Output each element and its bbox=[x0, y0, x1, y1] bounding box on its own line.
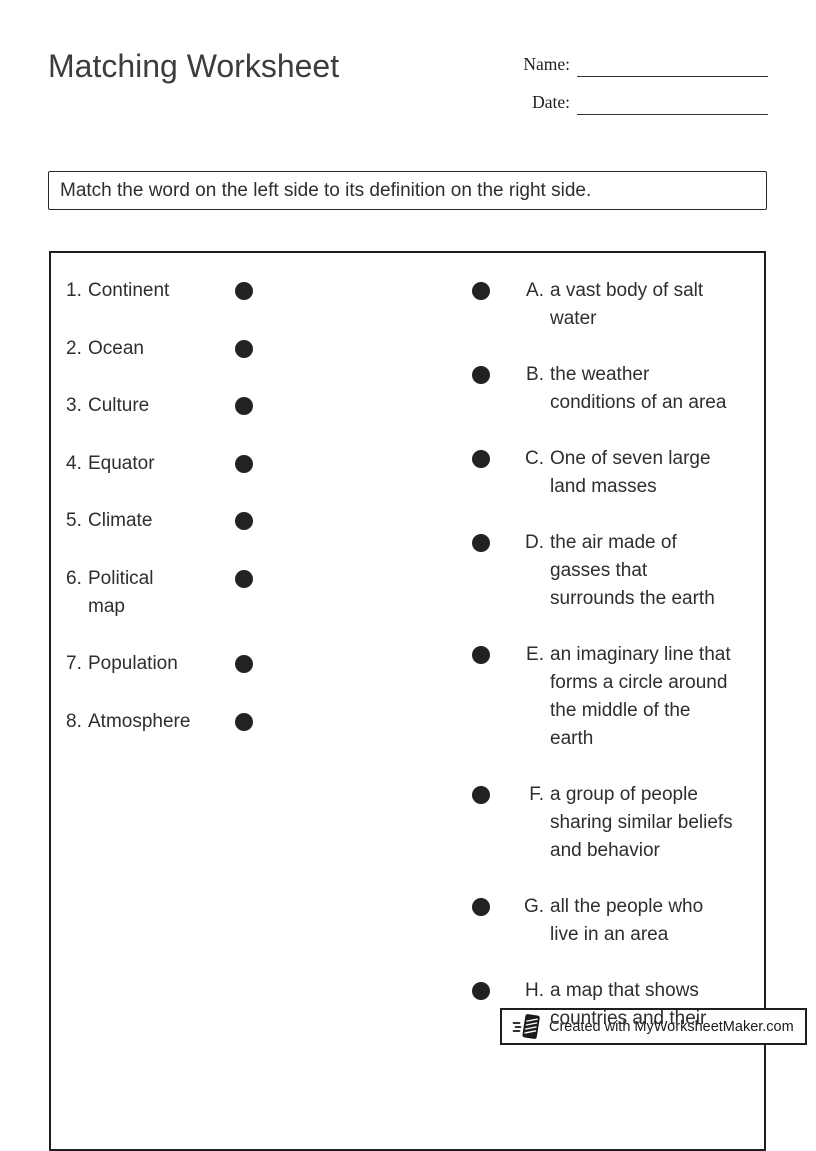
item-letter: G. bbox=[523, 896, 544, 917]
definition-text-line: gasses that bbox=[550, 560, 648, 581]
words-column: 1. Continent 2. Ocean 3. Culture 4. Equator 5. Cl… bbox=[66, 277, 316, 765]
word-text-line: Ocean bbox=[88, 337, 144, 359]
definition-text-line: water bbox=[550, 308, 597, 329]
item-number: 4. bbox=[66, 452, 82, 474]
word-text-line: map bbox=[88, 595, 125, 617]
item-letter: D. bbox=[525, 532, 544, 553]
definition-text-line: One of seven large bbox=[550, 448, 711, 469]
item-number: 2. bbox=[66, 337, 82, 359]
word-item-4: 4. Equator bbox=[66, 450, 316, 478]
definition-text-line: surrounds the earth bbox=[550, 588, 715, 609]
match-dot-icon bbox=[472, 982, 490, 1000]
definition-text-line: forms a circle around bbox=[550, 672, 728, 693]
definition-item-b: B. the weather conditions of an area bbox=[472, 361, 764, 417]
word-item-2: 2. Ocean bbox=[66, 335, 316, 363]
date-field-row: Date: bbox=[480, 90, 768, 115]
word-text-line: Atmosphere bbox=[88, 710, 191, 732]
item-number: 1. bbox=[66, 280, 82, 301]
definition-text-line: the weather bbox=[550, 364, 650, 385]
item-number: 7. bbox=[66, 653, 82, 674]
word-text-line: Continent bbox=[88, 280, 170, 301]
definition-text-line: land masses bbox=[550, 476, 657, 497]
credit-box: Created with MyWorksheetMaker.com bbox=[500, 1008, 807, 1045]
word-item-8: 8. Atmosphere bbox=[66, 708, 316, 736]
definition-text-line: and behavior bbox=[550, 840, 660, 861]
page-title: Matching Worksheet bbox=[48, 48, 340, 84]
match-dot-icon bbox=[472, 366, 490, 384]
definition-item-c: C. One of seven large land masses bbox=[472, 445, 764, 501]
definition-item-a: A. a vast body of salt water bbox=[472, 277, 764, 333]
definition-item-h: H. a map that shows countries and their bbox=[472, 977, 764, 1033]
definition-text-line: live in an area bbox=[550, 924, 669, 945]
definition-item-e: E. an imaginary line that forms a circle a… bbox=[472, 641, 764, 753]
item-letter: F. bbox=[529, 784, 544, 805]
credit-text: Created with MyWorksheetMaker.com bbox=[549, 1018, 794, 1035]
item-number: 3. bbox=[66, 395, 82, 416]
match-dot-icon bbox=[472, 282, 490, 300]
word-text-line: Climate bbox=[88, 510, 153, 531]
item-letter: C. bbox=[525, 448, 544, 469]
name-blank-line bbox=[577, 52, 768, 77]
definition-text-line: earth bbox=[550, 728, 594, 749]
definition-text-line: a vast body of salt bbox=[550, 280, 704, 301]
definition-text-line: conditions of an area bbox=[550, 392, 727, 413]
name-field-row: Name: bbox=[480, 52, 768, 77]
match-dot-icon bbox=[472, 786, 490, 804]
word-item-7: 7. Population bbox=[66, 650, 316, 678]
match-dot-icon bbox=[472, 450, 490, 468]
date-blank-line bbox=[577, 90, 768, 115]
match-dot-icon bbox=[235, 712, 253, 731]
definition-text-line: all the people who bbox=[550, 896, 704, 917]
definition-text-line: a group of people bbox=[550, 784, 698, 805]
item-number: 8. bbox=[66, 710, 82, 732]
definition-item-g: G. all the people who live in an area bbox=[472, 893, 764, 949]
item-letter: A. bbox=[526, 280, 544, 301]
name-label: Name: bbox=[523, 54, 570, 74]
word-item-1: 1. Continent bbox=[66, 277, 316, 305]
match-dot-icon bbox=[235, 282, 253, 300]
definition-text-line: sharing similar beliefs bbox=[550, 812, 733, 833]
match-dot-icon bbox=[235, 655, 253, 673]
flying-worksheet-icon bbox=[512, 1013, 542, 1041]
match-dot-icon bbox=[235, 454, 253, 473]
definition-item-f: F. a group of people sharing similar belie… bbox=[472, 781, 764, 865]
item-letter: H. bbox=[525, 980, 544, 1001]
match-dot-icon bbox=[235, 512, 253, 530]
definition-text-line: an imaginary line that bbox=[550, 644, 731, 665]
word-text-line: Population bbox=[88, 653, 178, 674]
definition-text-line: a map that shows bbox=[550, 980, 699, 1001]
date-label: Date: bbox=[532, 92, 570, 112]
word-item-3: 3. Culture bbox=[66, 392, 316, 420]
match-dot-icon bbox=[235, 397, 253, 415]
matching-area: 1. Continent 2. Ocean 3. Culture 4. Equator 5. Cl… bbox=[49, 251, 766, 1151]
match-dot-icon bbox=[235, 569, 253, 588]
definition-text-line: the air made of bbox=[550, 532, 677, 553]
instruction-box: Match the word on the left side to its d… bbox=[48, 171, 767, 210]
word-text-line: Equator bbox=[88, 452, 155, 474]
instruction-text: Match the word on the left side to its d… bbox=[60, 179, 592, 201]
definition-text-line: countries and their bbox=[550, 1008, 707, 1029]
definitions-column: A. a vast body of salt water B. the weather c… bbox=[472, 277, 764, 1061]
match-dot-icon bbox=[472, 898, 490, 916]
word-item-5: 5. Climate bbox=[66, 507, 316, 535]
match-dot-icon bbox=[472, 646, 490, 664]
definition-text-line: the middle of the bbox=[550, 700, 691, 721]
match-dot-icon bbox=[235, 339, 253, 358]
word-text-line: Political bbox=[88, 567, 154, 589]
word-item-6: 6. Political map bbox=[66, 565, 316, 621]
item-number: 5. bbox=[66, 510, 82, 531]
definition-item-d: D. the air made of gasses that surrounds th… bbox=[472, 529, 764, 613]
match-dot-icon bbox=[472, 534, 490, 552]
item-number: 6. bbox=[66, 567, 82, 589]
item-letter: E. bbox=[526, 644, 544, 665]
item-letter: B. bbox=[526, 364, 544, 385]
word-text-line: Culture bbox=[88, 395, 150, 416]
header-fields: Name: Date: bbox=[480, 52, 768, 128]
